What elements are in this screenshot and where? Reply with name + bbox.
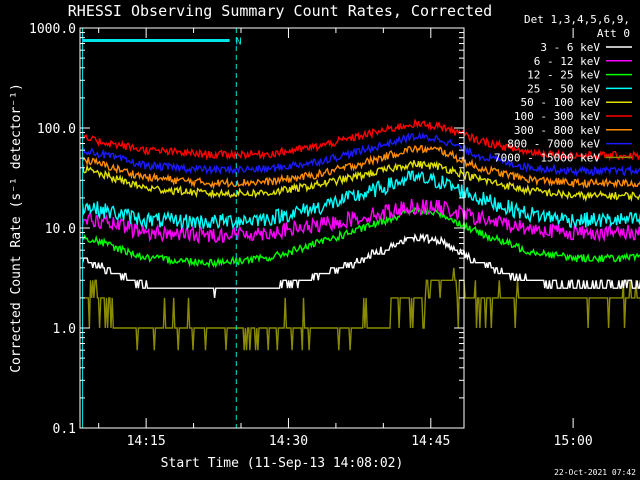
y-tick-label: 10.0 — [45, 222, 76, 237]
legend-header-attenuator: Att 0 — [597, 27, 630, 40]
y-axis: 1000.0 100.0 10.0 1.0 0.1 — [29, 22, 464, 437]
legend-label: 100 - 300 keV — [514, 110, 600, 123]
series-line — [81, 198, 640, 245]
x-tick-label: 15:00 — [554, 434, 593, 449]
legend-label: 300 - 800 keV — [514, 124, 600, 137]
legend-label: 50 - 100 keV — [521, 96, 601, 109]
x-tick-label: 14:30 — [269, 434, 308, 449]
legend-label: 800 - 7000 keV — [507, 138, 600, 151]
series-line — [82, 131, 640, 178]
x-tick-label: 14:45 — [411, 434, 450, 449]
x-axis-label: Start Time (11-Sep-13 14:08:02) — [161, 456, 404, 471]
series-line — [81, 170, 640, 231]
timestamp: 22-Oct-2021 07:42 — [554, 468, 636, 477]
y-tick-label: 1000.0 — [29, 22, 76, 37]
y-tick-label: 100.0 — [37, 122, 76, 137]
legend-label: 3 - 6 keV — [540, 41, 600, 54]
y-axis-label: Corrected Count Rate (s⁻¹ detector⁻¹) — [9, 83, 24, 373]
legend-label: 12 - 25 keV — [527, 69, 600, 82]
y-tick-label: 0.1 — [53, 422, 76, 437]
series-traces — [81, 118, 640, 351]
legend-header-detectors: Det 1,3,4,5,6,9, — [524, 13, 630, 26]
series-line — [81, 160, 640, 203]
series-line — [81, 118, 640, 162]
series-line — [82, 267, 640, 351]
y-tick-label: 1.0 — [53, 322, 76, 337]
legend-label: 25 - 50 keV — [527, 82, 600, 95]
series-line — [82, 206, 640, 269]
x-tick-label: 14:15 — [127, 434, 166, 449]
chart-title: RHESSI Observing Summary Count Rates, Co… — [68, 2, 492, 20]
series-line — [81, 232, 640, 298]
series-line — [81, 144, 640, 190]
legend-label: 6 - 12 keV — [534, 55, 601, 68]
legend-label: 7000 - 15000 keV — [494, 151, 600, 164]
night-label: N — [236, 36, 242, 47]
